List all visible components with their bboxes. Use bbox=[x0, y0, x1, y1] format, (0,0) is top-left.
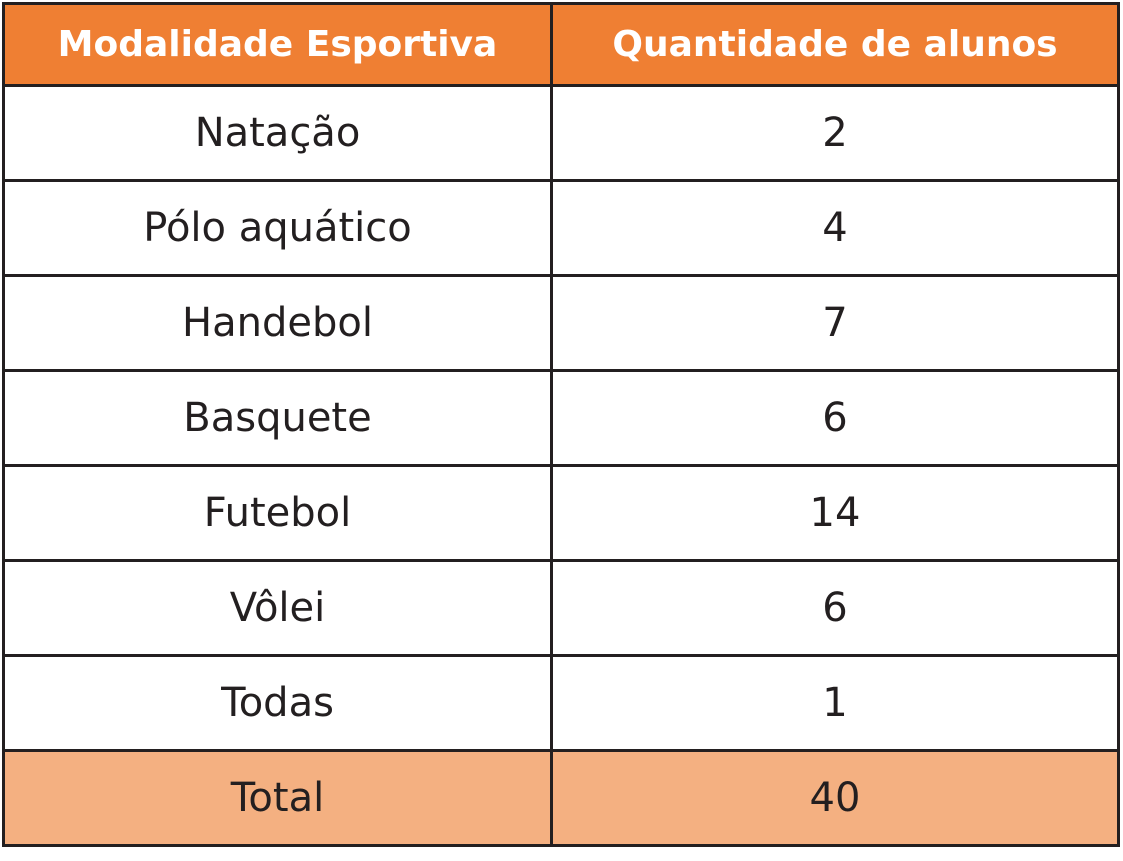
table-cell: 2 bbox=[550, 84, 1120, 182]
table-cell: Basquete bbox=[2, 369, 553, 467]
table-body: Natação 2 Pólo aquático 4 Handebol 7 Basquete 6… bbox=[2, 84, 1120, 847]
table-row: Vôlei 6 bbox=[2, 559, 1120, 657]
table-cell: 14 bbox=[550, 464, 1120, 562]
table-row: Handebol 7 bbox=[2, 274, 1120, 372]
table-cell: Pólo aquático bbox=[2, 179, 553, 277]
table-row: Natação 2 bbox=[2, 84, 1120, 182]
table-cell: 7 bbox=[550, 274, 1120, 372]
header-cell: Quantidade de alunos bbox=[550, 2, 1120, 87]
header-row: Modalidade Esportiva Quantidade de aluno… bbox=[2, 2, 1120, 87]
total-row: Total 40 bbox=[2, 749, 1120, 847]
table-cell: Vôlei bbox=[2, 559, 553, 657]
table-cell: 6 bbox=[550, 369, 1120, 467]
table-cell: 6 bbox=[550, 559, 1120, 657]
table-cell: Natação bbox=[2, 84, 553, 182]
table-cell: Todas bbox=[2, 654, 553, 752]
table-row: Pólo aquático 4 bbox=[2, 179, 1120, 277]
total-cell: 40 bbox=[550, 749, 1120, 847]
table-cell: 4 bbox=[550, 179, 1120, 277]
table-cell: 1 bbox=[550, 654, 1120, 752]
table-row: Todas 1 bbox=[2, 654, 1120, 752]
table-row: Futebol 14 bbox=[2, 464, 1120, 562]
table-cell: Handebol bbox=[2, 274, 553, 372]
sports-table: Modalidade Esportiva Quantidade de aluno… bbox=[2, 2, 1120, 847]
table-row: Basquete 6 bbox=[2, 369, 1120, 467]
table-cell: Futebol bbox=[2, 464, 553, 562]
total-cell: Total bbox=[2, 749, 553, 847]
header-cell: Modalidade Esportiva bbox=[2, 2, 553, 87]
